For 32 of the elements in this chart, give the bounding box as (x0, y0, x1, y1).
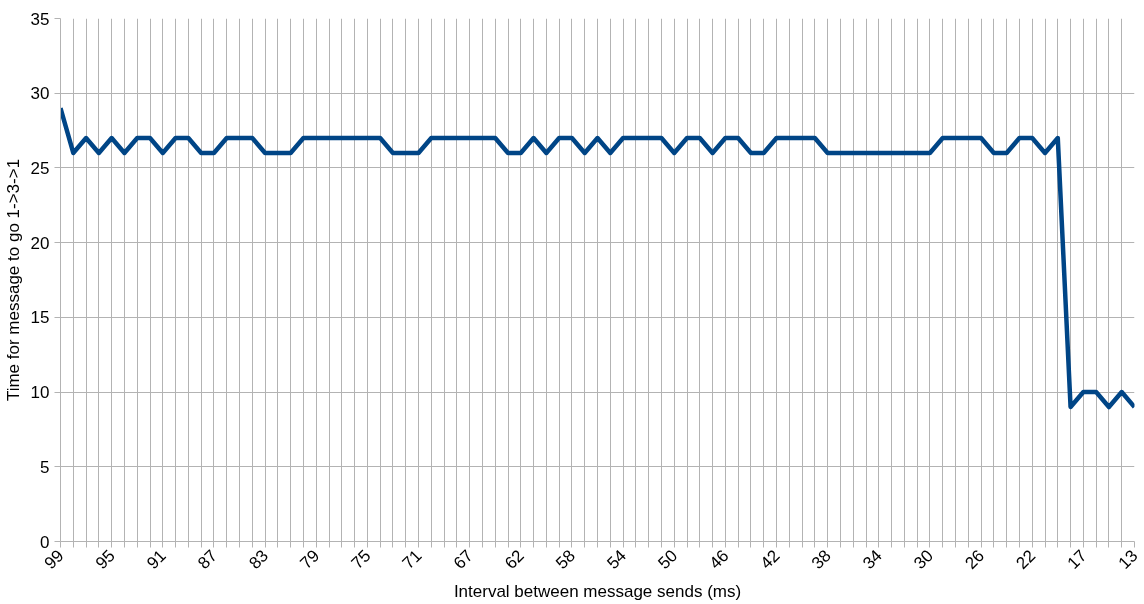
y-tick-label: 20 (30, 233, 50, 253)
y-tick-label: 25 (30, 158, 50, 178)
x-tick-label: 75 (347, 546, 375, 573)
y-tick-label: 10 (30, 383, 50, 403)
x-tick-label: 79 (296, 546, 324, 573)
y-tick-label: 0 (40, 532, 50, 552)
y-tick-label: 15 (30, 308, 50, 328)
x-tick-label: 71 (398, 546, 426, 573)
x-tick-label: 30 (910, 546, 938, 573)
x-tick-label: 58 (552, 546, 580, 573)
x-tick-label: 91 (143, 546, 170, 573)
x-tick-label: 26 (961, 546, 989, 573)
x-tick-label: 42 (756, 546, 784, 573)
x-tick-label: 22 (1012, 546, 1040, 573)
x-tick-label: 67 (449, 546, 477, 573)
x-tick-label: 34 (859, 546, 886, 573)
x-tick-label: 83 (245, 546, 273, 573)
x-tick-label: 62 (501, 546, 528, 573)
x-tick-label: 38 (807, 546, 835, 573)
y-axis-title: Time for message to go 1->3->1 (3, 158, 23, 402)
x-tick-label: 13 (1114, 546, 1142, 573)
x-tick-label: 17 (1063, 546, 1091, 573)
x-tick-label: 95 (91, 546, 119, 573)
y-tick-label: 5 (40, 457, 50, 477)
x-tick-label: 54 (603, 546, 631, 573)
y-tick-label: 30 (30, 84, 50, 104)
x-tick-label: 87 (194, 546, 222, 573)
y-tick-label: 35 (30, 9, 50, 29)
x-axis-title: Interval between message sends (ms) (453, 582, 742, 602)
x-tick-label: 46 (705, 546, 733, 573)
line-series (60, 105, 1135, 410)
x-tick-label: 50 (654, 546, 682, 573)
